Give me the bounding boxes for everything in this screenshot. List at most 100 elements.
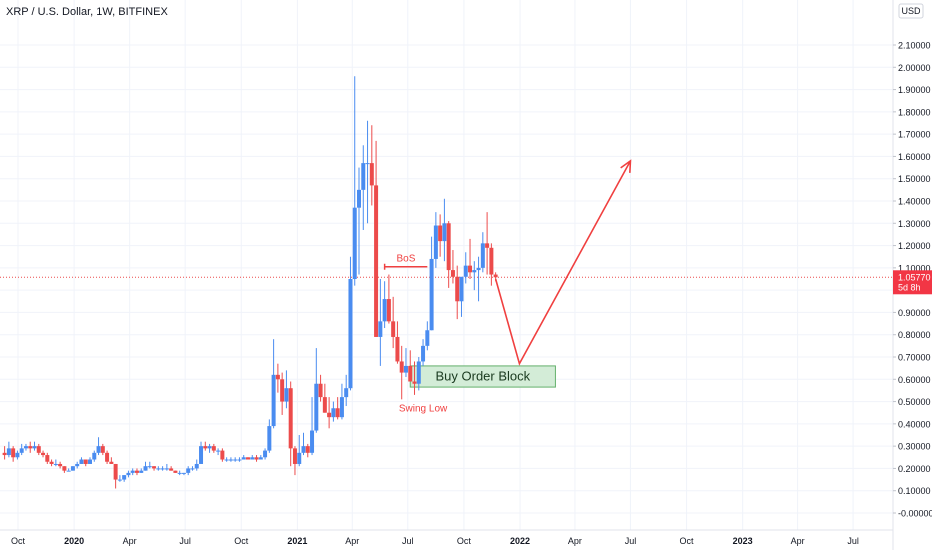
- currency-label: USD: [901, 6, 921, 16]
- candle-body: [156, 468, 161, 470]
- candle-body: [455, 276, 460, 302]
- price-tick-label: 0.20000: [898, 464, 931, 474]
- chart-header-symbol: XRP / U.S. Dollar, 1W, BITFINEX: [6, 6, 168, 18]
- candle-body: [186, 468, 191, 473]
- candle-body: [105, 452, 110, 462]
- currency-badge: [898, 3, 924, 19]
- candle-body: [412, 381, 417, 384]
- candle-body: [463, 265, 468, 277]
- candle-body: [130, 470, 135, 473]
- candle-body: [408, 365, 413, 382]
- candle-body: [11, 448, 16, 458]
- candle-body: [53, 463, 58, 465]
- candle-body: [113, 463, 118, 480]
- time-tick-label: 2021: [287, 536, 307, 546]
- candle-body: [480, 243, 485, 268]
- candle-body: [284, 388, 289, 402]
- candle-body: [100, 446, 105, 453]
- candle-body: [361, 163, 366, 190]
- candle-body: [442, 223, 447, 242]
- candle-body: [6, 448, 11, 456]
- time-tick-label: 2022: [510, 536, 530, 546]
- candle-body: [152, 466, 157, 469]
- candle-body: [267, 426, 272, 451]
- price-tick-label: 1.10000: [898, 263, 931, 273]
- candle-body: [181, 472, 186, 474]
- candle-body: [92, 452, 97, 460]
- candle-body: [203, 446, 208, 449]
- candle-body: [122, 475, 127, 480]
- candle-body: [288, 388, 293, 449]
- candle-body: [70, 466, 75, 471]
- price-tick-label: 0.60000: [898, 375, 931, 385]
- candle-body: [177, 472, 182, 474]
- candle-body: [416, 361, 421, 384]
- candle-body: [292, 448, 297, 464]
- candle-body: [305, 446, 310, 453]
- bos-label: BoS: [397, 254, 416, 265]
- candle-body: [348, 279, 353, 389]
- price-tick-label: 0.50000: [898, 397, 931, 407]
- price-tick-label: 0.80000: [898, 330, 931, 340]
- time-tick-label: Apr: [123, 536, 137, 546]
- candle-body: [421, 345, 426, 362]
- time-tick-label: Oct: [680, 536, 695, 546]
- candle-body: [425, 330, 430, 346]
- candle-body: [476, 267, 481, 271]
- candle-body: [62, 466, 67, 471]
- candle-body: [216, 450, 221, 452]
- projection-path: [494, 160, 632, 366]
- time-tick-label: Jul: [847, 536, 859, 546]
- candle-body: [134, 470, 139, 473]
- candle-body: [245, 457, 250, 460]
- candle-body: [36, 446, 41, 453]
- candle-body: [459, 276, 464, 302]
- candle-body: [472, 270, 477, 273]
- candle-body: [314, 383, 319, 431]
- candle-body: [143, 466, 148, 471]
- candle-body: [88, 459, 93, 464]
- current-price-countdown: 5d 8h: [898, 282, 921, 292]
- candle-body: [109, 461, 114, 464]
- candle-body: [58, 463, 63, 467]
- candle-body: [399, 361, 404, 373]
- candle-body: [2, 452, 7, 456]
- price-tick-label: -0.00000: [898, 509, 932, 519]
- candle-body: [19, 448, 24, 453]
- price-tick-label: 1.90000: [898, 85, 931, 95]
- candle-body: [139, 470, 144, 473]
- candle-body: [433, 225, 438, 259]
- candle-body: [263, 450, 268, 458]
- candle-body: [15, 452, 20, 458]
- candle-body: [96, 446, 101, 453]
- candle-body: [190, 468, 195, 470]
- current-price-badge: [893, 270, 932, 295]
- candle-body: [378, 321, 383, 337]
- candle-body: [327, 412, 332, 418]
- candle-body: [438, 225, 443, 242]
- time-tick-label: Apr: [345, 536, 359, 546]
- candle-body: [194, 463, 199, 469]
- candle-body: [395, 336, 400, 362]
- candle-body: [331, 408, 336, 418]
- swing-low-label: Swing Low: [399, 404, 448, 415]
- candle-body: [468, 265, 473, 273]
- candle-body: [237, 459, 242, 461]
- price-tick-label: 0.40000: [898, 419, 931, 429]
- price-tick-label: 1.40000: [898, 197, 931, 207]
- price-tick-label: 1.30000: [898, 219, 931, 229]
- candle-body: [241, 457, 246, 460]
- candle-body: [199, 446, 204, 464]
- candle-body: [160, 468, 165, 470]
- candle-body: [318, 383, 323, 398]
- candle-body: [485, 243, 490, 248]
- candle-body: [45, 455, 50, 462]
- candle-body: [352, 207, 357, 279]
- time-tick-label: Jul: [179, 536, 191, 546]
- candle-body: [117, 479, 122, 481]
- candle-body: [254, 457, 259, 460]
- price-tick-label: 1.80000: [898, 107, 931, 117]
- candle-body: [335, 408, 340, 418]
- candle-body: [339, 397, 344, 418]
